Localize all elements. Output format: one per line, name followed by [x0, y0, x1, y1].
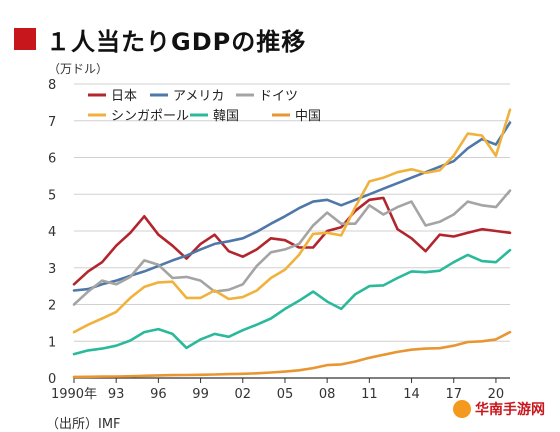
- x-tick-label: 17: [445, 387, 462, 402]
- series-line-5: [72, 330, 512, 379]
- legend-label: アメリカ: [173, 89, 224, 104]
- x-tick-label: 99: [192, 387, 209, 402]
- y-tick-label: 6: [48, 152, 56, 167]
- legend-label: 韓国: [213, 109, 239, 124]
- y-tick-label: 2: [48, 299, 56, 314]
- watermark-text: 华南手游网: [475, 402, 545, 418]
- x-tick-label: 11: [361, 387, 378, 402]
- x-tick-label: 96: [150, 387, 167, 402]
- chart-title: １人当たりGDPの推移: [46, 27, 307, 56]
- x-tick-label: 05: [277, 387, 294, 402]
- y-tick-label: 8: [48, 78, 56, 93]
- legend-label: ドイツ: [259, 89, 298, 104]
- series-line-4: [72, 248, 512, 356]
- series-line-3: [72, 108, 512, 334]
- source-note: （出所）IMF: [46, 417, 121, 432]
- legend-label: 日本: [111, 89, 137, 104]
- series-line-1: [72, 121, 512, 292]
- y-tick-label: 5: [48, 188, 56, 203]
- y-tick-label: 3: [48, 262, 56, 277]
- series-line-0: [72, 196, 512, 286]
- title-row: １人当たりGDPの推移: [14, 22, 306, 56]
- x-tick-label: 1990年: [51, 387, 97, 402]
- x-tick-label: 14: [403, 387, 420, 402]
- watermark-logo: 华南手游网: [444, 394, 554, 424]
- x-tick-label: 93: [108, 387, 125, 402]
- y-tick-label: 0: [48, 372, 56, 387]
- unit-label: （万ドル）: [48, 62, 109, 76]
- series-line-2: [72, 189, 512, 306]
- legend-label: シンガポール: [111, 109, 189, 124]
- x-tick-label: 08: [319, 387, 336, 402]
- x-tick-label: 20: [488, 387, 505, 402]
- title-marker: [14, 28, 36, 50]
- y-tick-label: 1: [48, 335, 56, 350]
- x-tick-label: 02: [235, 387, 252, 402]
- watermark-icon: [453, 400, 471, 418]
- y-tick-label: 4: [48, 225, 56, 240]
- y-tick-label: 7: [48, 115, 56, 130]
- legend-label: 中国: [295, 109, 321, 124]
